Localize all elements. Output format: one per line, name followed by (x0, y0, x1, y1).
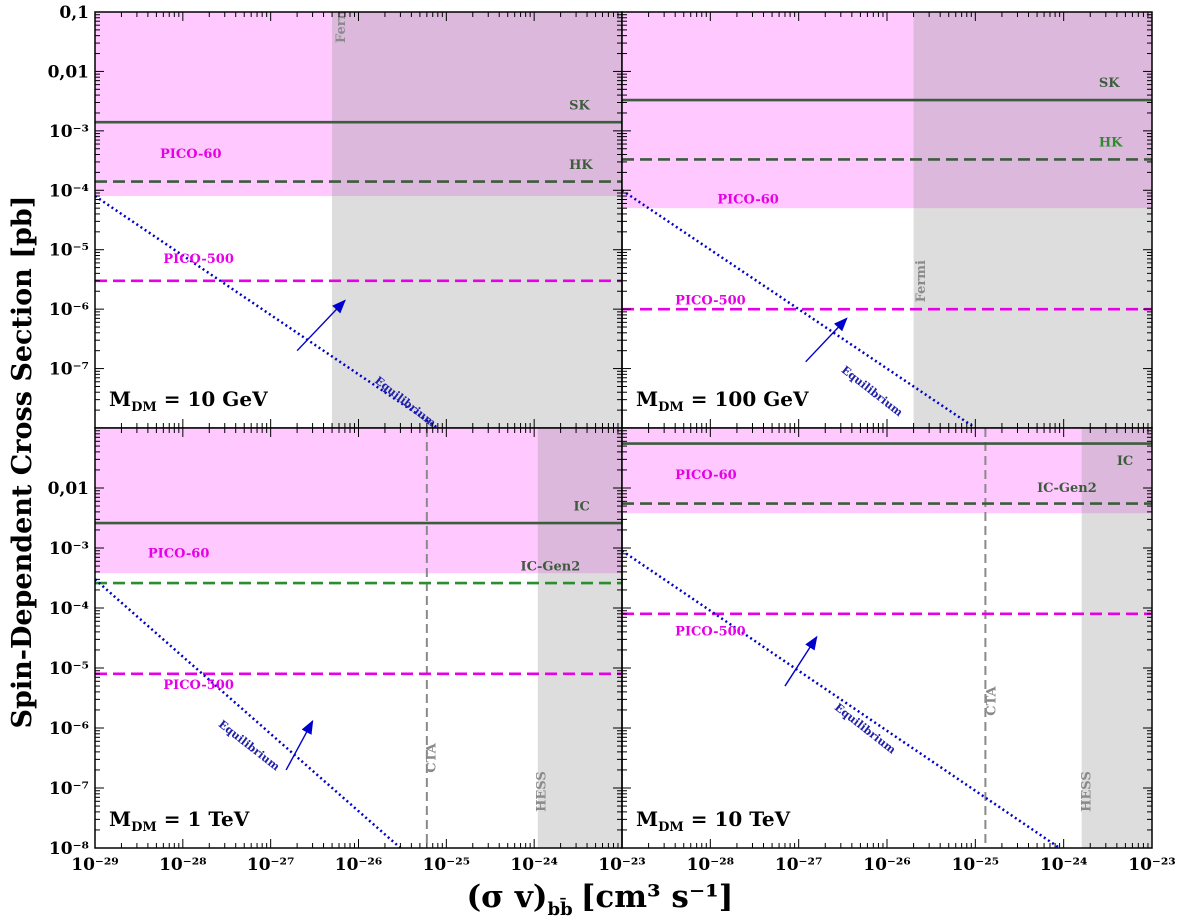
annotation-ic: IC (573, 500, 589, 515)
y-tick-label: 0,01 (48, 479, 89, 499)
annotation-pico-500: PICO-500 (675, 624, 746, 639)
y-tick-label: 10⁻⁵ (49, 241, 89, 261)
y-tick-label: 0,01 (48, 62, 89, 82)
y-tick-label: 0,1 (59, 3, 89, 23)
annotation-cta: CTA (985, 685, 1000, 715)
y-tick-label: 10⁻³ (49, 539, 89, 559)
annotation-equilibrium: Equilibrium (832, 701, 899, 757)
x-tick-label: 10⁻²⁴ (510, 855, 558, 875)
x-tick-label: 10⁻²⁶ (863, 855, 911, 875)
annotation-hk: HK (1099, 135, 1123, 150)
x-tick-label: 10⁻²⁸ (159, 855, 207, 875)
panel-bottom-left: CTA HESS IC IC-Gen2 PICO-60 PICO-500 Equilibri… (48, 427, 646, 875)
region-overlap (537, 428, 622, 574)
annotation-equilibrium: Equilibrium (839, 363, 906, 419)
mass-label: MDM = 100 GeV (636, 387, 809, 415)
x-tick-label: 10⁻²⁵ (952, 855, 1000, 875)
equilibrium-line (622, 549, 1061, 848)
x-tick-label: 10⁻²⁹ (71, 855, 119, 875)
region-overlap (1081, 428, 1152, 514)
region-overlap (913, 12, 1152, 209)
y-tick-label: 10⁻⁶ (49, 300, 89, 320)
x-tick-label: 10⁻²⁶ (335, 855, 383, 875)
annotation-ic-gen2: IC-Gen2 (1037, 481, 1097, 496)
y-tick-label: 10⁻⁶ (49, 719, 89, 739)
arrow-icon (784, 635, 818, 687)
mass-label: MDM = 10 TeV (636, 807, 791, 835)
region-pico-60 (95, 428, 622, 574)
x-tick-label: 10⁻²⁷ (247, 855, 295, 875)
mass-label: MDM = 1 TeV (109, 807, 250, 835)
x-axis-label-main: (σ v) (467, 879, 548, 915)
annotation-cta: CTA (424, 742, 439, 772)
annotation-pico-60: PICO-60 (675, 468, 737, 483)
x-tick-label: 10⁻²⁸ (687, 855, 735, 875)
equilibrium-line (622, 189, 978, 428)
arrow-icon (805, 317, 848, 363)
annotation-pico-500: PICO-500 (163, 252, 234, 267)
annotation-fermi: Fermi (914, 260, 929, 302)
annotation-fermi: Fermi (334, 1, 349, 43)
x-tick-label: 10⁻²⁷ (775, 855, 823, 875)
annotation-hess: HESS (1079, 771, 1094, 812)
x-tick-label: 10⁻²³ (1128, 855, 1176, 875)
annotation-sk: SK (569, 98, 590, 113)
equilibrium-line (95, 195, 441, 428)
arrow-icon (285, 719, 314, 771)
annotation-pico-60: PICO-60 (717, 192, 779, 207)
region-overlap (332, 12, 622, 197)
x-tick-label: 10⁻²⁴ (1040, 855, 1088, 875)
annotation-equilibrium: Equilibrium (216, 718, 283, 774)
x-axis-label: (σ v)bb̄ [cm³ s⁻¹] (467, 879, 734, 920)
annotation-pico-60: PICO-60 (160, 147, 222, 162)
y-tick-label: 10⁻⁷ (49, 779, 89, 799)
x-tick-label: 10⁻²⁵ (423, 855, 471, 875)
annotation-ic: IC (1117, 454, 1133, 469)
tick-marks (621, 12, 1152, 429)
annotation-sk: SK (1099, 76, 1120, 91)
y-tick-label: 10⁻⁵ (49, 659, 89, 679)
panel-top-right: Fermi SK HK PICO-60 PICO-500 Equilibrium MDM =… (621, 11, 1153, 429)
panel-frame (621, 427, 1153, 849)
y-tick-label: 10⁻⁴ (49, 599, 89, 619)
panel-bottom-right: CTA HESS IC IC-Gen2 PICO-60 PICO-500 Equilibri… (621, 427, 1176, 875)
annotation-ic-gen2: IC-Gen2 (521, 560, 581, 575)
annotation-pico-500: PICO-500 (675, 293, 746, 308)
region-pico-60 (622, 428, 1152, 514)
arrow-icon (296, 299, 346, 352)
y-tick-label: 10⁻⁸ (49, 839, 89, 859)
annotation-pico-60: PICO-60 (148, 546, 210, 561)
x-axis-label-unit: [cm³ s⁻¹] (581, 879, 734, 915)
y-tick-label: 10⁻³ (49, 122, 89, 142)
x-axis-label-sub: bb̄ (548, 898, 573, 920)
y-tick-label: 10⁻⁷ (49, 360, 89, 380)
annotation-hess: HESS (535, 771, 550, 812)
tick-marks (94, 12, 622, 429)
x-tick-label: 10⁻²³ (598, 855, 646, 875)
y-tick-label: 10⁻⁴ (49, 181, 89, 201)
annotation-hk: HK (569, 158, 593, 173)
mass-label: MDM = 10 GeV (109, 387, 268, 415)
y-axis-label: Spin-Dependent Cross Section [pb] (7, 195, 38, 728)
annotation-pico-500: PICO-500 (163, 678, 234, 693)
